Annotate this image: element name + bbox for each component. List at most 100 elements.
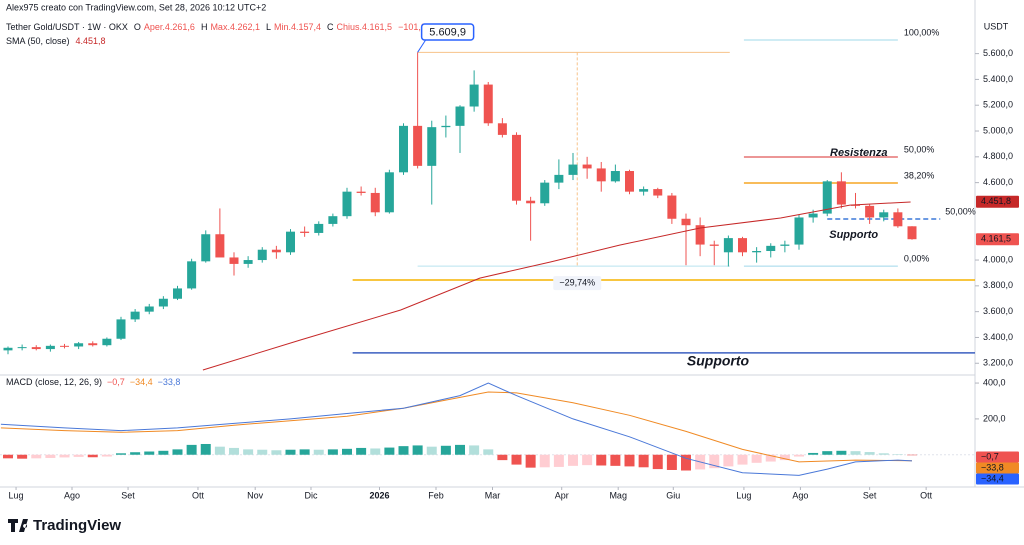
macd-bar [497,454,508,461]
x-tick-label: Mag [609,490,627,500]
macd-bar [440,445,451,455]
y-tick-label: 3.600,0 [983,306,1013,316]
candle-body [554,174,564,183]
candle-body [384,172,394,213]
macd-bar [17,454,28,459]
candle-body [639,189,649,192]
candle-body [314,223,324,233]
measure-label: −29,74% [559,277,595,287]
macd-bar [342,448,353,455]
logo: TradingView [8,517,121,534]
macd-bar [186,444,197,455]
peak-box [420,23,475,41]
candle-body [102,338,112,346]
candle-body [45,345,55,350]
ohlc-key: O [134,22,141,32]
macd-bar [257,449,268,455]
candle-body [399,125,409,173]
candle-body [229,257,239,264]
x-tick-label: Ago [792,490,808,500]
y-tick-label: 4.000,0 [983,254,1013,264]
ohlc-key: H [201,22,208,32]
fib-label: 0,00% [904,253,930,263]
candle-body [794,217,804,245]
macd-tag [976,462,1019,474]
macd-name: MACD (close, 12, 26, 9) [6,377,102,387]
macd-bar [172,449,183,455]
macd-tag [976,451,1019,463]
candle-body [738,238,748,253]
candle-body [187,261,197,289]
ohlc-value: Chius.4.161,5 [337,22,393,32]
candle-body [130,311,140,320]
candle-body [667,195,677,219]
macd-legend: MACD (close, 12, 26, 9) −0,7 −34,4 −33,8 [6,377,180,387]
signal-line [0,391,913,463]
macd-bar [313,449,324,455]
macd-bar [455,444,466,455]
candle-body [709,244,719,246]
candle-body [455,106,465,126]
candle-body [286,231,296,253]
macd-bar [3,454,14,459]
macd-bar [737,454,748,465]
resistance-text: Resistenza [830,147,887,159]
candle-body [879,212,889,218]
candle-body [342,191,352,217]
x-tick-label: Set [121,490,135,500]
candle-body [158,298,168,307]
macd-bar [101,454,112,457]
candle-body [752,251,762,253]
credit: Alex975 creato con TradingView.com, Set … [6,2,266,12]
x-tick-label: Giu [666,490,680,500]
x-tick-label: Set [863,490,877,500]
x-tick-label: Apr [555,490,569,500]
candle-body [526,200,536,204]
candle-body [836,181,846,205]
candle-body [215,234,225,258]
candle-body [17,347,27,349]
fib-label: 38,20% [904,170,935,180]
macd-tag-label: −34,4 [981,473,1004,483]
y-tick-label: 3.800,0 [983,280,1013,290]
price-tag [976,195,1019,208]
macd-bar [709,454,720,469]
macd-bar [822,451,833,455]
candle-body [568,164,578,175]
peak-pointer [417,39,427,53]
measure-box [553,276,602,291]
x-tick-label: Ott [192,490,205,500]
candle-body [893,212,903,227]
ohlc-key: C [327,22,334,32]
candle-body [201,234,211,262]
peak-label: 5.609,9 [429,26,466,38]
sma-line [202,201,911,371]
macd-bar [836,450,847,455]
macd-value: −34,4 [130,377,153,387]
macd-bar [794,454,805,457]
candle-body [681,218,691,226]
candle-body [469,84,479,107]
macd-bar [426,446,437,455]
y-tick-label: 3.200,0 [983,358,1013,368]
macd-bar [356,447,367,455]
candle-body [808,213,818,218]
candle-body [257,249,267,261]
macd-y-tick-label: 400,0 [983,377,1006,387]
macd-value: −0,7 [107,377,125,387]
candle-body [822,181,832,214]
candle-body [144,306,154,312]
ohlc-value: Aper.4.261,6 [144,22,195,32]
sma-value: 4.451,8 [76,36,106,46]
x-tick-label: 2026 [369,490,389,500]
macd-tag-label: −0,7 [981,451,999,461]
logo-icon [8,519,28,532]
candle-body [31,347,41,350]
y-tick-label: 5.600,0 [983,48,1013,58]
candle-body [116,319,126,339]
macd-bar [539,454,550,468]
macd-bar [666,454,677,470]
candle-body [865,205,875,218]
sma-legend: SMA (50, close) 4.451,8 [6,36,106,46]
candle-body [695,225,705,245]
